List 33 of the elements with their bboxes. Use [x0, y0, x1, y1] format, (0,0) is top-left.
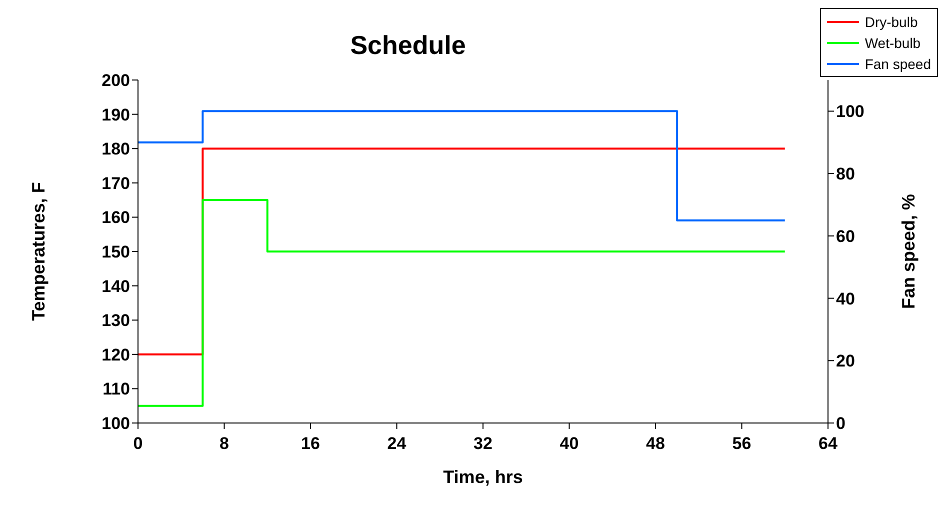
y-tick-label: 140: [102, 276, 130, 296]
y-axis-title: Temperatures, F: [28, 182, 48, 321]
x-axis-title: Time, hrs: [443, 467, 523, 487]
legend-label: Fan speed: [864, 56, 931, 72]
y2-tick-label: 40: [836, 289, 855, 308]
y-tick-label: 180: [102, 140, 130, 159]
y-tick-label: 190: [102, 105, 130, 124]
x-tick-label: 48: [646, 434, 665, 454]
y-tick-label: 200: [102, 71, 130, 90]
y2-axis-title: Fan speed, %: [898, 194, 918, 310]
y-tick-label: 170: [102, 174, 130, 193]
y-tick-label: 160: [102, 208, 130, 228]
x-tick-label: 8: [220, 434, 229, 454]
legend-label: Dry-bulb: [864, 14, 918, 30]
y-tick-label: 110: [102, 380, 130, 399]
legend-label: Wet-bulb: [864, 34, 921, 50]
x-tick-label: 56: [732, 434, 752, 454]
x-tick-label: 64: [818, 434, 838, 454]
x-tick-label: 32: [474, 434, 492, 454]
y2-tick-label: 0: [836, 414, 846, 434]
y-tick-label: 130: [102, 311, 130, 330]
x-tick-label: 16: [301, 434, 320, 454]
y2-tick-label: 60: [836, 226, 855, 246]
y-tick-label: 120: [102, 345, 130, 364]
y2-tick-label: 100: [836, 102, 864, 122]
x-tick-label: 40: [560, 434, 579, 454]
x-tick-label: 24: [387, 434, 407, 454]
y-tick-label: 100: [102, 414, 130, 434]
chart-title: Schedule: [349, 30, 467, 61]
y2-tick-label: 80: [836, 164, 855, 184]
y-tick-label: 150: [102, 242, 130, 262]
y2-tick-label: 20: [836, 352, 855, 371]
x-tick-label: 0: [133, 434, 143, 454]
